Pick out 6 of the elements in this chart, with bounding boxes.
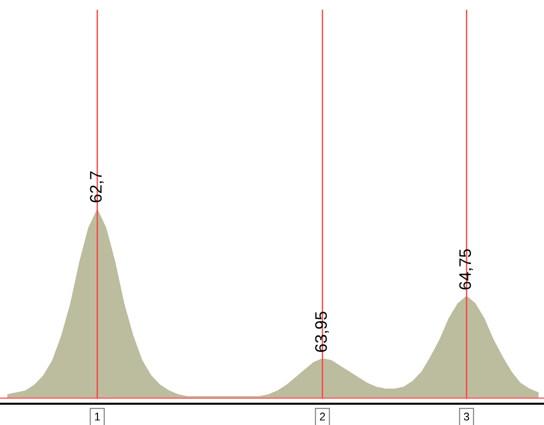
annotation: 63,95 — [315, 312, 329, 352]
annotation: 62,7 — [90, 172, 104, 202]
text: 3 — [464, 412, 470, 421]
annotation: 64,75 — [459, 249, 473, 290]
text: 2 — [320, 412, 325, 420]
text: 1 — [95, 412, 100, 420]
